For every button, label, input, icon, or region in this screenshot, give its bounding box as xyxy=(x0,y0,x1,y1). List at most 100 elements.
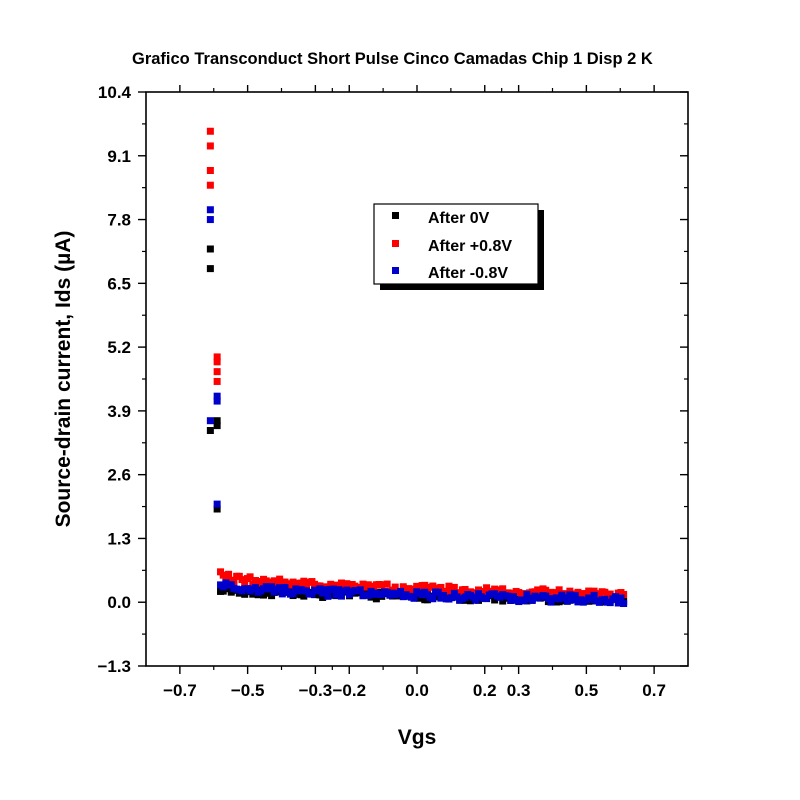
data-point xyxy=(206,427,214,435)
data-point xyxy=(260,591,268,599)
data-point xyxy=(499,585,507,593)
data-point xyxy=(227,581,235,589)
data-point xyxy=(213,500,221,508)
axis-ticks xyxy=(138,85,688,674)
y-tick-label: 1.3 xyxy=(107,529,131,548)
data-point xyxy=(213,505,221,513)
series-2 xyxy=(206,206,628,608)
data-point xyxy=(364,591,372,599)
data-point xyxy=(542,586,550,594)
data-point xyxy=(445,582,453,590)
data-point xyxy=(213,422,221,430)
legend-label-2: After -0.8V xyxy=(428,265,508,282)
data-point xyxy=(327,580,335,588)
x-tick-label: −0.5 xyxy=(231,681,265,700)
data-point xyxy=(448,594,456,602)
data-point xyxy=(289,578,297,586)
x-tick-label: −0.7 xyxy=(163,681,197,700)
data-point xyxy=(251,584,259,592)
data-point xyxy=(206,127,214,135)
y-tick-label: −1.3 xyxy=(97,657,131,676)
data-point xyxy=(300,577,308,585)
x-tick-label: 0.5 xyxy=(575,681,599,700)
data-point xyxy=(587,596,595,604)
series-0 xyxy=(206,245,628,607)
data-point xyxy=(520,597,528,605)
data-point xyxy=(442,587,450,595)
data-point xyxy=(617,594,625,602)
data-point xyxy=(499,597,507,605)
data-point xyxy=(276,584,284,592)
data-point xyxy=(241,579,249,587)
data-point xyxy=(399,583,407,591)
data-point xyxy=(222,574,230,582)
data-point xyxy=(281,583,289,591)
data-point xyxy=(434,588,442,596)
data-point xyxy=(590,591,598,599)
data-point xyxy=(450,583,458,591)
data-point xyxy=(480,588,488,596)
legend-label-0: After 0V xyxy=(428,210,490,227)
data-point xyxy=(213,392,221,400)
data-point xyxy=(421,581,429,589)
data-point xyxy=(356,586,364,594)
y-tick-label: 9.1 xyxy=(107,147,131,166)
x-tick-labels: −0.7 −0.5 −0.3 −0.2 0.0 0.2 0.3 0.5 0.7 xyxy=(163,681,666,700)
data-point xyxy=(332,591,340,599)
data-point xyxy=(219,587,227,595)
data-point xyxy=(614,599,622,607)
data-point xyxy=(206,181,214,189)
x-tick-label: 0.3 xyxy=(507,681,531,700)
data-point xyxy=(413,582,421,590)
data-point xyxy=(213,368,221,376)
data-point xyxy=(569,596,577,604)
data-point xyxy=(213,397,221,405)
data-point xyxy=(429,595,437,603)
y-tick-label: 5.2 xyxy=(107,338,131,357)
data-point xyxy=(523,590,531,598)
data-point xyxy=(289,590,297,598)
data-point xyxy=(437,583,445,591)
data-point xyxy=(483,584,491,592)
data-point xyxy=(219,583,227,591)
data-point xyxy=(620,600,628,608)
x-tick-label: 0.2 xyxy=(473,681,497,700)
data-point xyxy=(335,586,343,594)
data-point xyxy=(324,592,332,600)
data-point xyxy=(606,599,614,607)
data-point xyxy=(547,598,555,606)
data-point xyxy=(391,583,399,591)
data-point xyxy=(507,596,515,604)
data-point xyxy=(509,593,517,601)
data-point xyxy=(329,585,337,593)
x-tick-label: −0.3 xyxy=(299,681,333,700)
data-point xyxy=(343,586,351,594)
data-point xyxy=(466,597,474,605)
data-point xyxy=(397,587,405,595)
data-point xyxy=(206,216,214,224)
legend-label-1: After +0.8V xyxy=(428,238,512,255)
data-point xyxy=(566,591,574,599)
data-point xyxy=(206,245,214,253)
y-tick-label: 0.0 xyxy=(107,593,131,612)
x-axis-title: Vgs xyxy=(398,726,437,749)
data-point xyxy=(213,417,221,425)
data-point xyxy=(249,580,257,588)
y-axis-title: Source-drain current, Ids (µA) xyxy=(52,231,75,528)
y-tick-label: 7.8 xyxy=(107,211,131,230)
data-point xyxy=(606,590,614,598)
data-point xyxy=(206,166,214,174)
data-point xyxy=(620,590,628,598)
data-point xyxy=(491,585,499,593)
data-point xyxy=(246,573,254,581)
legend-marker-1 xyxy=(392,240,399,247)
legend-marker-2 xyxy=(392,267,399,274)
data-point xyxy=(213,358,221,366)
y-tick-label: 10.4 xyxy=(98,83,132,102)
data-point xyxy=(206,206,214,214)
data-point xyxy=(378,581,386,589)
data-point xyxy=(206,417,214,425)
data-point xyxy=(528,596,536,604)
data-point xyxy=(316,585,324,593)
